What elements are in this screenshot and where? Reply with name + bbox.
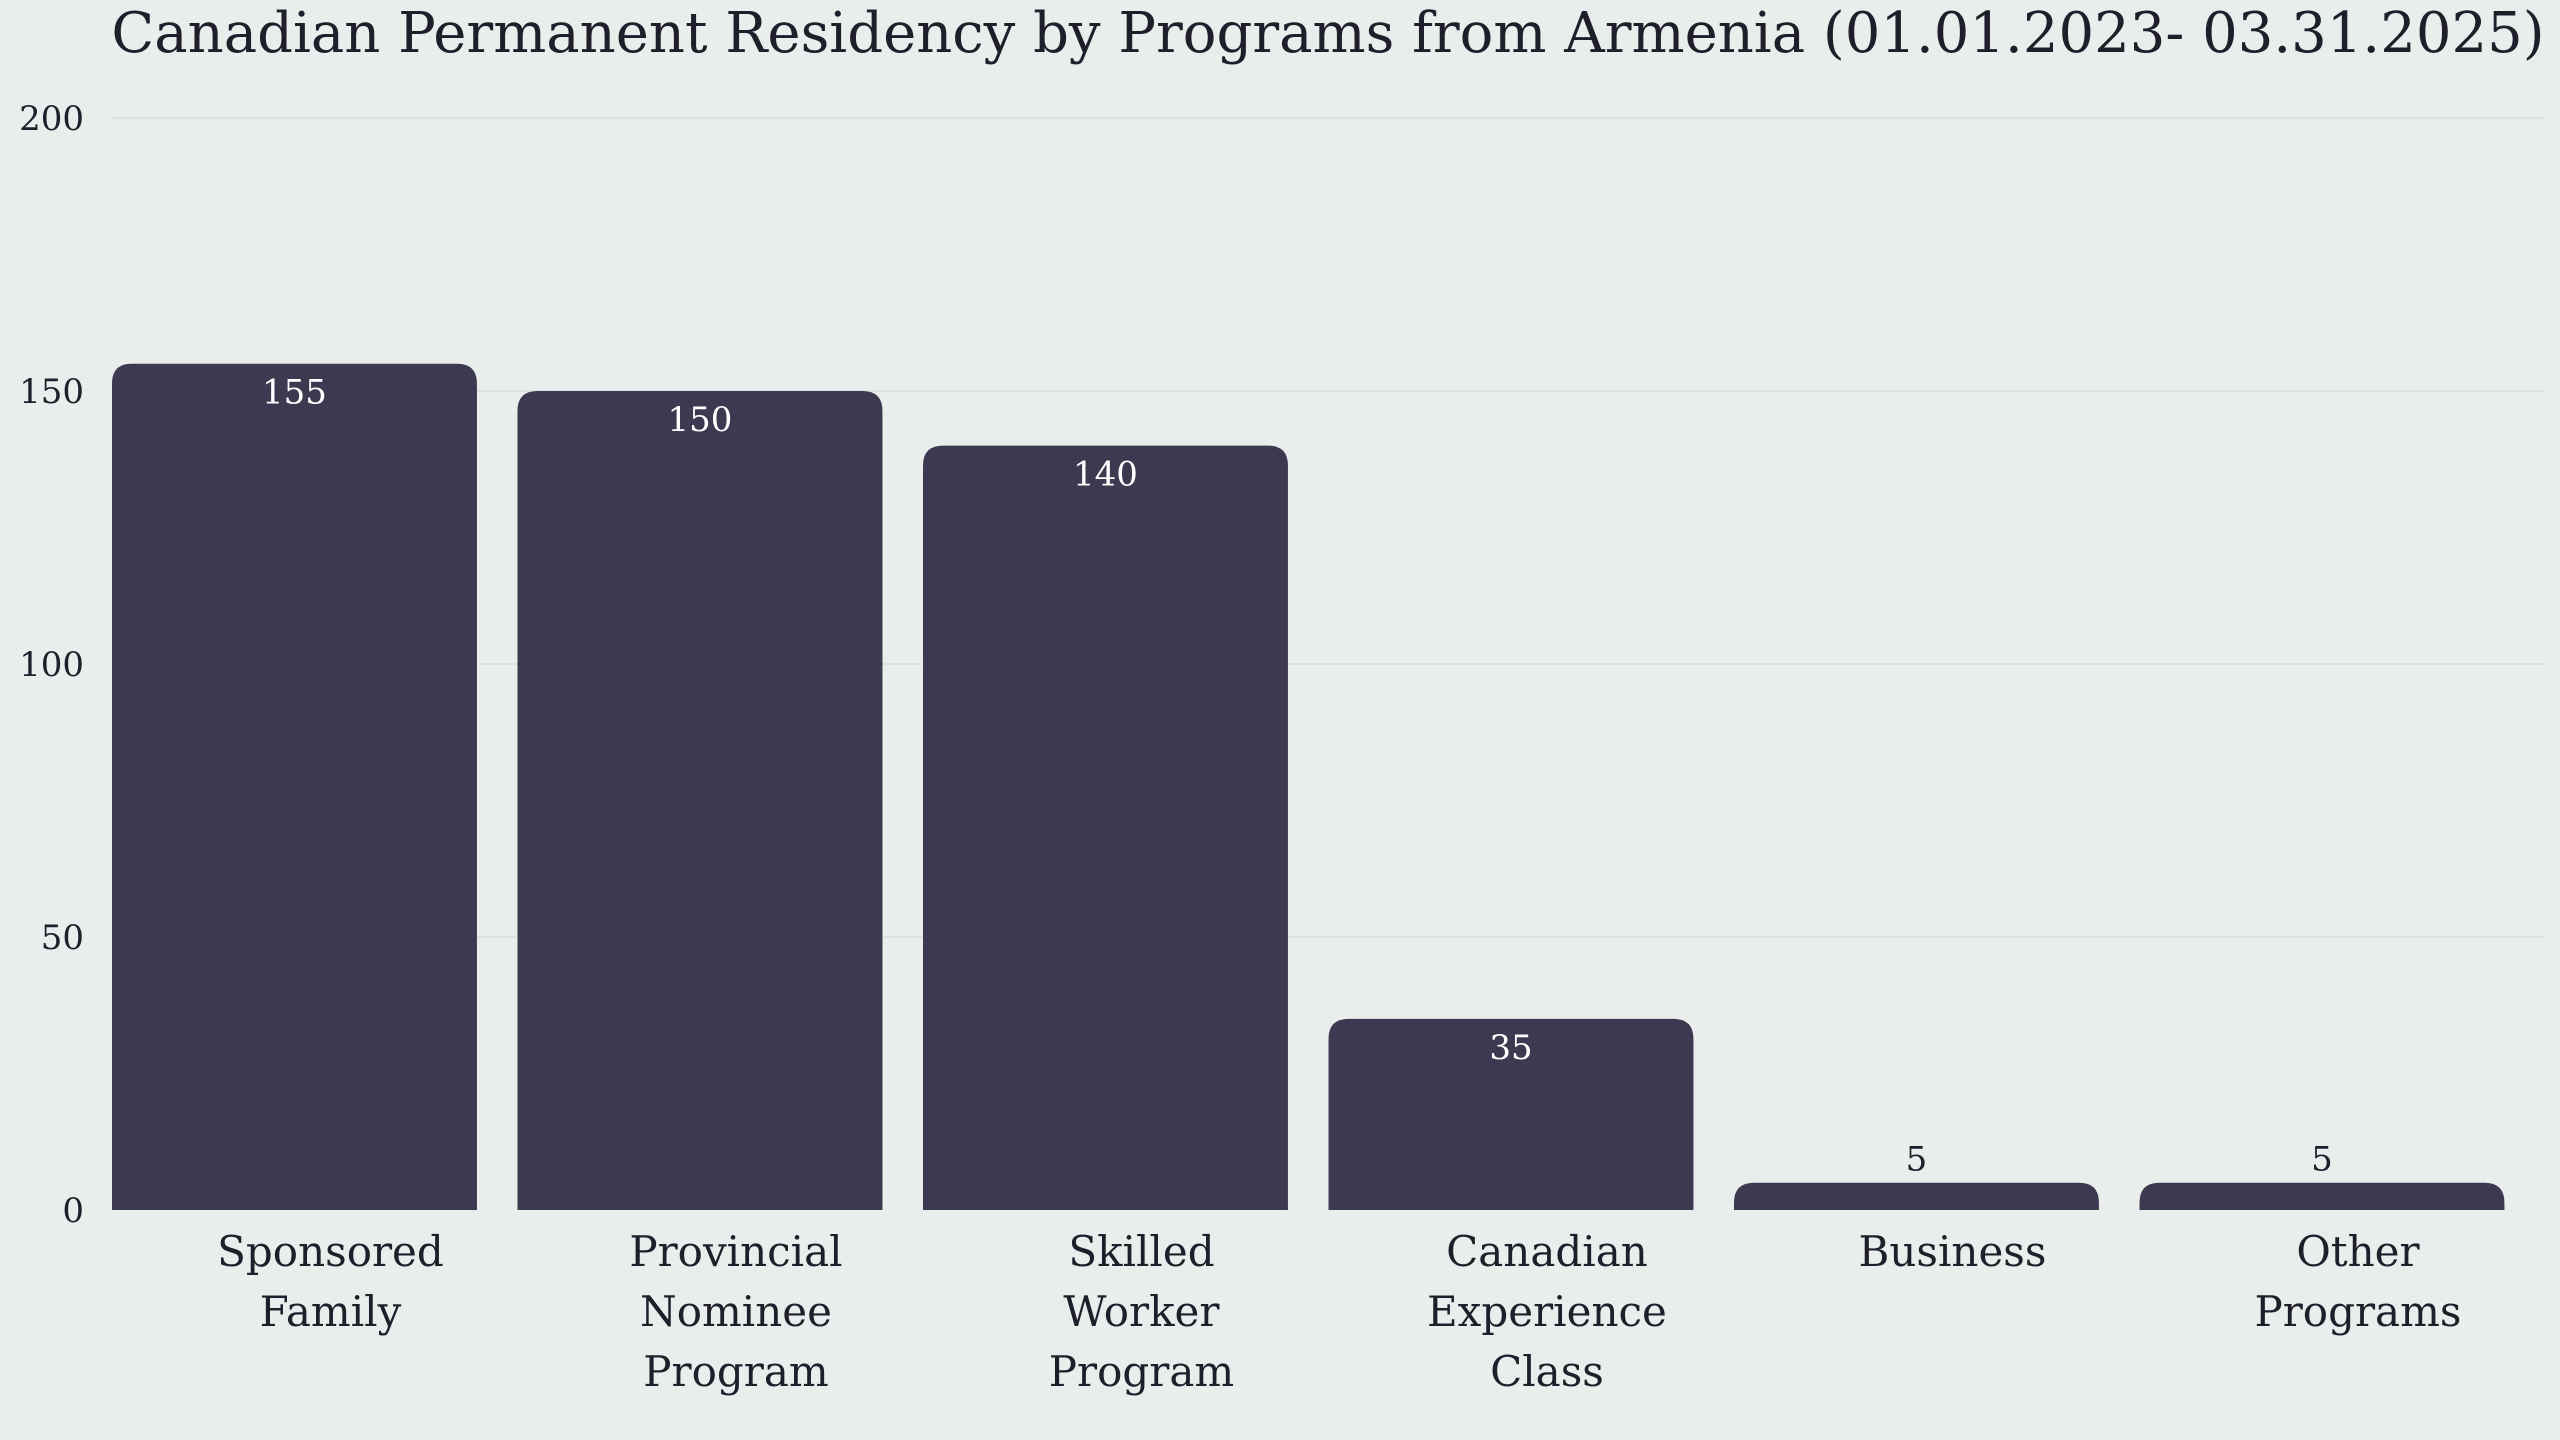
x-tick-label: Canadian Experience Class bbox=[1427, 1227, 1667, 1396]
y-tick-label: 150 bbox=[19, 372, 84, 412]
x-tick-label: Business bbox=[1859, 1227, 2047, 1276]
bar bbox=[1328, 1018, 1694, 1210]
y-tick-label: 100 bbox=[19, 645, 84, 685]
value-label: 5 bbox=[2311, 1140, 2333, 1180]
y-tick-label: 0 bbox=[62, 1191, 84, 1231]
value-label: 155 bbox=[262, 373, 327, 413]
x-tick-label: Skilled Worker Program bbox=[1049, 1227, 1234, 1396]
chart-title: Canadian Permanent Residency by Programs… bbox=[111, 1, 2544, 66]
x-tick-label: Provincial Nominee Program bbox=[629, 1227, 842, 1396]
value-labels: 155 150 140 35 5 5 bbox=[262, 373, 2333, 1180]
bar bbox=[517, 391, 883, 1210]
category-labels: Sponsored Family Provincial Nominee Program S… bbox=[217, 1227, 2461, 1396]
value-label: 5 bbox=[1906, 1140, 1928, 1180]
y-tick-label: 50 bbox=[41, 918, 84, 958]
y-tick-label: 200 bbox=[19, 99, 84, 139]
x-tick-label: Other Programs bbox=[2254, 1227, 2461, 1336]
bars bbox=[112, 363, 2505, 1211]
x-tick-label: Sponsored Family bbox=[217, 1227, 444, 1336]
value-label: 150 bbox=[668, 400, 733, 440]
bar bbox=[1734, 1182, 2099, 1210]
y-axis-ticks: 0 50 100 150 200 bbox=[19, 99, 84, 1231]
bar bbox=[923, 445, 1288, 1211]
value-label: 140 bbox=[1073, 455, 1138, 495]
value-label: 35 bbox=[1489, 1028, 1532, 1068]
bar bbox=[112, 363, 477, 1210]
bar bbox=[2139, 1182, 2505, 1210]
